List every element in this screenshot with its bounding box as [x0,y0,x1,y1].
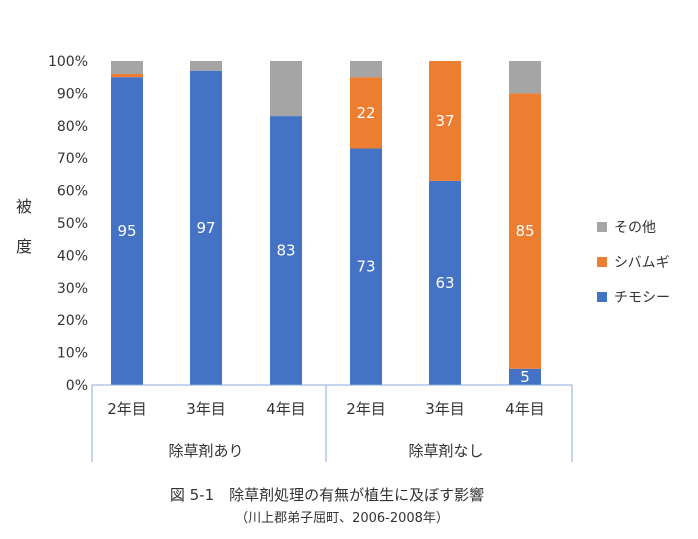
y-tick-label: 10% [57,346,88,362]
y-axis-label: 被度 [16,197,32,256]
group-label: 除草剤あり [168,442,243,460]
data-label-1-2: 97 [196,219,215,237]
category-label: 4年目 [505,400,545,418]
y-axis-label-char: 被 [16,197,32,216]
bar-segment-1-3 [270,116,302,385]
bar-segment-2-6 [509,93,541,369]
bar-segment-2-4 [350,77,382,149]
data-label-2-5: 37 [435,112,454,130]
data-label-1-5: 63 [435,274,454,292]
y-tick-labels: 0% 10% 20% 30% 40% 50% 60% 70% 80% 90% 100% [48,54,88,394]
bar-segment-3-3 [270,61,302,117]
figure-subcaption: （川上郡弟子屈町、2006-2008年） [235,511,449,526]
y-axis-label-char: 度 [16,237,32,256]
data-label-1-1: 95 [117,222,136,240]
figure-caption: 図 5-1 除草剤処理の有無が植生に及ぼす影響 [170,486,484,504]
data-label-1-3: 83 [276,242,295,260]
legend-swatch [597,292,607,302]
y-tick-label: 0% [66,378,88,394]
y-tick-label: 40% [57,248,88,264]
legend-label: チモシー [614,290,670,306]
bar-segment-1-1 [111,77,143,385]
bar-segment-1-5 [429,180,461,385]
legend-swatch [597,257,607,267]
data-label-1-4: 73 [356,258,375,276]
y-tick-label: 50% [57,216,88,232]
bar-segment-1-2 [190,70,222,385]
category-label: 4年目 [266,400,306,418]
category-label: 2年目 [346,400,386,418]
data-label-1-6: 5 [520,368,530,386]
y-tick-label: 60% [57,184,88,200]
category-label: 3年目 [425,400,465,418]
group-labels: 除草剤あり 除草剤なし [168,442,483,460]
bar-segment-1-6 [509,368,541,385]
y-tick-label: 20% [57,313,88,329]
x-axis [91,384,573,462]
category-label: 2年目 [107,400,147,418]
category-label: 3年目 [186,400,226,418]
category-labels: 2年目 3年目 4年目 2年目 3年目 4年目 [107,400,545,418]
bar-segment-3-2 [190,61,222,71]
legend-label: その他 [614,220,656,236]
bar-segment-2-5 [429,61,461,181]
bar-segment-2-1 [111,73,143,78]
bar-segment-1-4 [350,148,382,385]
bar-segment-3-6 [509,61,541,94]
bar-segment-3-1 [111,61,143,74]
bar-segment-3-4 [350,61,382,78]
data-label-2-6: 85 [515,222,534,240]
data-label-2-4: 22 [356,104,375,122]
y-tick-label: 30% [57,281,88,297]
y-tick-label: 100% [48,54,88,70]
y-tick-label: 90% [57,86,88,102]
y-tick-label: 70% [57,151,88,167]
bars-layer: 95 97 83 73 22 63 37 5 85 [111,61,541,386]
group-label: 除草剤なし [408,442,483,460]
legend-swatch [597,222,607,232]
legend-label: シバムギ [614,255,670,271]
y-tick-label: 80% [57,119,88,135]
